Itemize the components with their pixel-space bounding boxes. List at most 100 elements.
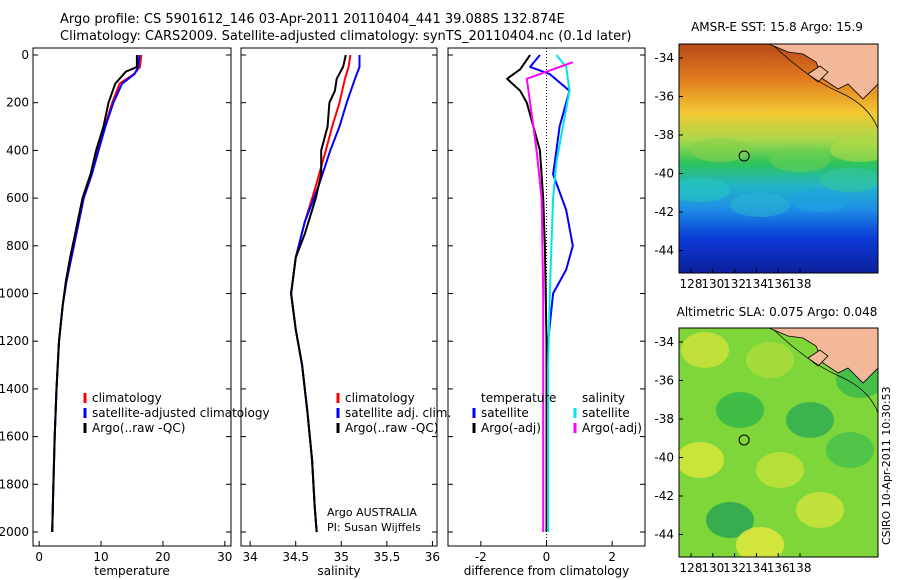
sla-map-y-tick-label: -42	[654, 489, 674, 503]
sla-patch	[679, 442, 724, 478]
sst-patch	[830, 138, 878, 162]
salinity-panel-frame	[240, 47, 438, 547]
temperature-x-tick-label: 30	[217, 550, 232, 564]
sla-patch	[746, 342, 794, 378]
sla-map-title: Altimetric SLA: 0.075 Argo: 0.048	[676, 305, 878, 319]
temperature-series-satellite-adjusted-climatology-line	[51, 54, 141, 533]
salinity-series-satellite-adj-clim--line	[290, 55, 361, 533]
sst-patch	[790, 188, 850, 212]
sst-map-y-tick-label: -42	[654, 205, 674, 219]
difference-series-satellite-temperature-line	[529, 54, 574, 532]
sla-map-x-tick-label: 132	[723, 561, 746, 575]
sla-patch	[826, 432, 874, 468]
diff-legend-sal-satellite-label: satellite	[582, 406, 630, 420]
difference-series-satellite-salinity-line	[547, 54, 571, 532]
difference-x-tick-label: 0	[543, 550, 551, 564]
temperature-x-tick-label: 0	[35, 550, 43, 564]
temperature-series-argo-raw-qc--line	[51, 55, 138, 533]
depth-tick-label: 1000	[0, 287, 29, 301]
difference-x-tick-label: 2	[608, 550, 616, 564]
temp-legend-argo-label: Argo(..raw -QC)	[92, 421, 185, 435]
depth-tick-label: 1200	[0, 334, 29, 348]
sla-patch	[756, 452, 804, 488]
sst-map-x-tick-label: 130	[701, 277, 724, 291]
sla-map-x-tick-label: 138	[789, 561, 812, 575]
sla-map-x-tick-label: 134	[745, 561, 768, 575]
sla-map-x-tick-label: 130	[701, 561, 724, 575]
shelf-contour-line	[773, 329, 878, 414]
sst-map-y-tick-label: -44	[654, 244, 674, 258]
diff-legend-temp-argo-label: Argo(-adj)	[481, 421, 541, 435]
shelf-contour-line	[773, 45, 878, 130]
sla-map-image	[679, 328, 878, 557]
diff-legend-sal-argo-label: Argo(-adj)	[582, 421, 642, 435]
temperature-x-axis-label: temperature	[94, 564, 169, 578]
sst-map-y-tick-label: -38	[654, 128, 674, 142]
sst-map-title: AMSR-E SST: 15.8 Argo: 15.9	[691, 20, 863, 34]
sla-patch	[786, 402, 834, 438]
sst-patch	[730, 193, 790, 217]
salinity-x-tick-label: 34.5	[282, 550, 309, 564]
diff-legend-temp-satellite-label: satellite	[481, 406, 529, 420]
sla-patch	[796, 492, 844, 528]
temperature-series-climatology-line	[51, 54, 143, 533]
sla-map-y-tick-label: -44	[654, 528, 674, 542]
temp-legend-satellite-label: satellite-adjusted climatology	[92, 406, 270, 420]
sal-legend-argo-label: Argo(..raw -QC)	[345, 421, 438, 435]
temperature-x-tick-label: 10	[93, 550, 108, 564]
difference-series-argo-adj--temperature-line	[506, 54, 548, 532]
sst-map-y-tick-label: -40	[654, 167, 674, 181]
sst-map-y-tick-label: -36	[654, 90, 674, 104]
sst-patch	[679, 178, 730, 202]
sla-map-y-tick-label: -38	[654, 412, 674, 426]
difference-x-axis-label: difference from climatology	[464, 564, 630, 578]
difference-series-argo-adj--salinity-line	[525, 61, 574, 532]
sla-patch	[736, 527, 784, 557]
depth-tick-label: 1800	[0, 477, 29, 491]
salinity-series-climatology-line	[290, 54, 352, 533]
depth-tick-label: 400	[6, 143, 29, 157]
sst-patch	[820, 168, 878, 192]
chart-title-line-1: Argo profile: CS 5901612_146 03-Apr-2011…	[60, 12, 565, 27]
sst-float-location-marker	[738, 150, 750, 162]
sst-patch	[690, 138, 750, 162]
temperature-x-tick-label: 20	[155, 550, 170, 564]
salinity-x-tick-label: 34	[242, 550, 257, 564]
argo-program-annotation: Argo AUSTRALIA	[327, 506, 417, 519]
temp-legend-climatology-label: climatology	[92, 391, 162, 405]
depth-tick-label: 200	[6, 96, 29, 110]
sal-legend-satellite-label: satellite adj. clim.	[345, 406, 451, 420]
salinity-series-argo-raw-qc--line	[290, 54, 347, 533]
sla-patch	[706, 502, 754, 538]
chart-title-line-2: Climatology: CARS2009. Satellite-adjuste…	[60, 29, 632, 44]
depth-tick-label: 600	[6, 191, 29, 205]
sla-map-y-tick-label: -34	[654, 335, 674, 349]
sst-patch	[770, 148, 830, 172]
diff-legend-salinity-title: salinity	[582, 391, 625, 405]
depth-tick-label: 800	[6, 239, 29, 253]
salinity-x-axis-label: salinity	[317, 564, 360, 578]
depth-tick-label: 1400	[0, 382, 29, 396]
sst-map-x-tick-label: 134	[745, 277, 768, 291]
sla-patch	[681, 332, 729, 368]
sal-legend-climatology-label: climatology	[345, 391, 415, 405]
difference-x-tick-label: -2	[475, 550, 487, 564]
sla-map-x-tick-label: 136	[767, 561, 790, 575]
sst-map-x-tick-label: 132	[723, 277, 746, 291]
sla-map-y-tick-label: -40	[654, 451, 674, 465]
sla-float-location-marker	[738, 434, 750, 446]
salinity-x-tick-label: 35.5	[374, 550, 401, 564]
sst-map-x-tick-label: 136	[767, 277, 790, 291]
sla-map-x-tick-label: 128	[680, 561, 703, 575]
sst-map-image	[679, 44, 878, 273]
depth-tick-label: 2000	[0, 525, 29, 539]
sla-patch	[716, 392, 764, 428]
temperature-panel-frame	[32, 47, 232, 547]
sst-map-y-tick-label: -34	[654, 51, 674, 65]
depth-tick-label: 1600	[0, 430, 29, 444]
sst-map-x-tick-label: 128	[680, 277, 703, 291]
pi-annotation: PI: Susan Wijffels	[327, 521, 421, 534]
salinity-x-tick-label: 36	[425, 550, 440, 564]
diff-legend-temperature-title: temperature	[481, 391, 556, 405]
